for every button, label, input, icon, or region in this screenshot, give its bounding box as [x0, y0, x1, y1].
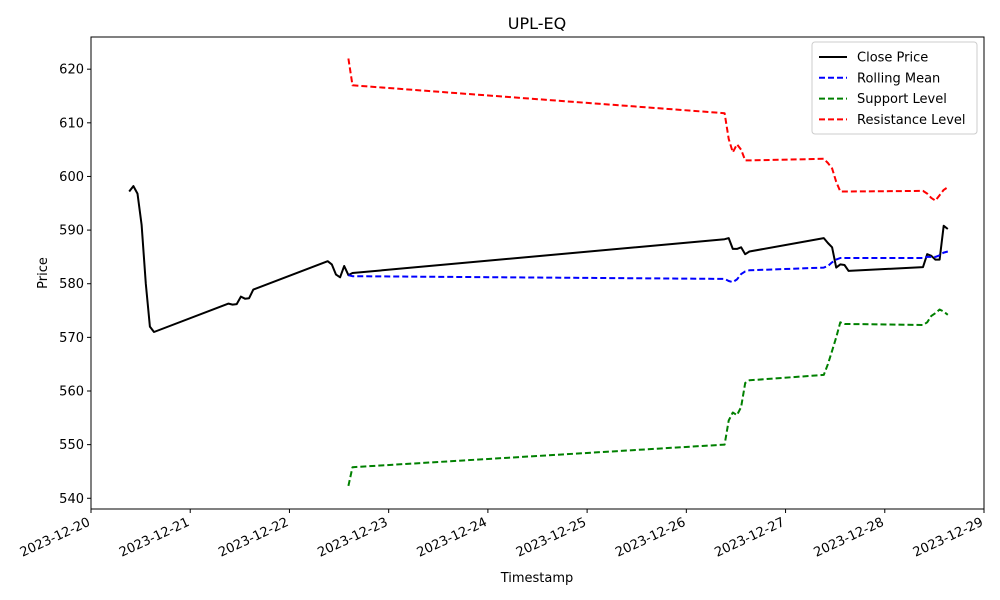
x-tick-label: 2023-12-28 — [812, 515, 887, 561]
y-axis: 540 550 560 570 580 590 600 610 620 — [59, 63, 91, 507]
legend: Close Price Rolling Mean Support Level Resi… — [811, 41, 978, 135]
y-tick-label: 560 — [59, 385, 84, 400]
series-layer — [128, 58, 949, 487]
y-tick-label: 610 — [59, 116, 84, 131]
x-tick-label: 2023-12-21 — [117, 515, 192, 561]
y-tick-label: 540 — [59, 492, 84, 507]
legend-label-resistance-level: Resistance Level — [857, 113, 966, 128]
series-line-support-level — [347, 308, 949, 487]
y-tick-label: 590 — [59, 224, 84, 239]
y-tick-label: 620 — [59, 63, 84, 78]
x-axis: 2023-12-20 2023-12-21 2023-12-22 2023-12-23… — [18, 509, 986, 561]
legend-label-rolling-mean: Rolling Mean — [857, 71, 940, 86]
series-line-close-price — [128, 185, 949, 333]
x-tick-label: 2023-12-25 — [514, 515, 589, 561]
legend-label-close-price: Close Price — [857, 51, 928, 66]
legend-box — [811, 41, 978, 135]
series-line-rolling-mean — [348, 250, 949, 284]
legend-label-support-level: Support Level — [857, 92, 947, 107]
y-axis-title: Price — [36, 257, 51, 289]
y-tick-label: 600 — [59, 170, 84, 185]
x-tick-label: 2023-12-23 — [316, 515, 391, 561]
series-line-resistance-level — [347, 58, 949, 202]
x-tick-label: 2023-12-22 — [216, 515, 291, 561]
y-tick-label: 570 — [59, 331, 84, 346]
y-tick-label: 580 — [59, 277, 84, 292]
chart-title: UPL-EQ — [508, 14, 566, 33]
x-tick-label: 2023-12-29 — [911, 515, 986, 561]
x-tick-label: 2023-12-26 — [613, 515, 688, 561]
x-tick-label: 2023-12-27 — [712, 515, 787, 561]
plot-frame — [90, 36, 985, 510]
x-axis-title: Timestamp — [500, 571, 574, 586]
x-tick-label: 2023-12-20 — [18, 515, 93, 561]
x-tick-label: 2023-12-24 — [415, 515, 490, 561]
y-tick-label: 550 — [59, 438, 84, 453]
